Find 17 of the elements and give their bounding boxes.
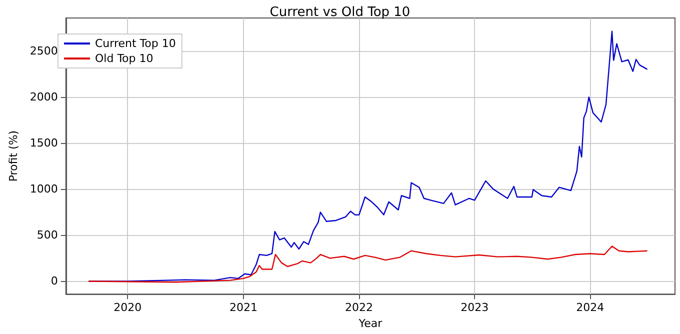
y-tick-label: 500 [36, 228, 58, 242]
y-tick-label: 2500 [30, 44, 58, 58]
y-tick-label: 2000 [30, 90, 58, 104]
legend-label: Current Top 10 [95, 37, 176, 50]
line-series [88, 246, 648, 283]
x-axis-title: Year [358, 317, 383, 330]
y-axis-title: Profit (%) [7, 130, 20, 182]
legend-label: Old Top 10 [95, 52, 154, 65]
y-tick-label: 0 [50, 274, 58, 288]
y-tick-label: 1000 [30, 182, 58, 196]
chart-title: Current vs Old Top 10 [270, 5, 410, 20]
x-tick-label: 2022 [345, 301, 374, 314]
y-tick-label: 1500 [30, 136, 58, 150]
x-tick-label: 2021 [229, 301, 258, 314]
x-tick-label: 2020 [114, 301, 142, 314]
x-tick-label: 2024 [576, 301, 604, 314]
x-tick-label: 2023 [460, 301, 489, 314]
